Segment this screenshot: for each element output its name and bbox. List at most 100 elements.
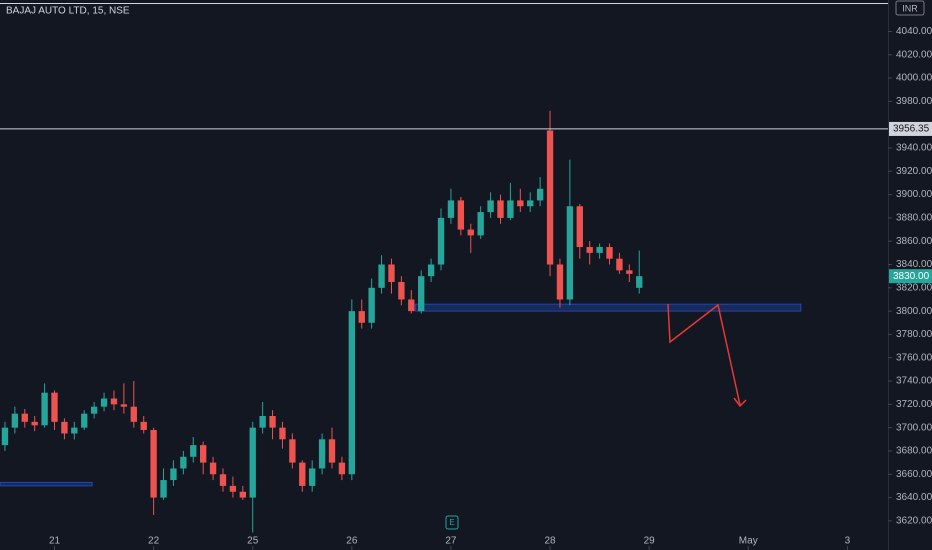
candle-body bbox=[368, 287, 375, 323]
y-tick-label: 3700.00 bbox=[896, 422, 932, 433]
candle-body bbox=[517, 200, 524, 207]
y-tick-label: 3980.00 bbox=[896, 96, 932, 107]
candle-body bbox=[229, 485, 237, 492]
x-tick-label: May bbox=[739, 536, 758, 547]
candle-body bbox=[100, 398, 108, 407]
candle-body bbox=[576, 206, 583, 248]
candle-body bbox=[536, 188, 544, 201]
candle-body bbox=[348, 311, 356, 475]
candle-body bbox=[388, 264, 395, 282]
y-tick-label: 3620.00 bbox=[896, 516, 932, 527]
candle-body bbox=[31, 421, 38, 426]
candle-body bbox=[239, 491, 246, 498]
y-tick-label: 4040.00 bbox=[896, 26, 932, 37]
last-price-label: 3830.00 bbox=[893, 271, 930, 282]
candle-body bbox=[120, 404, 128, 407]
candle-body bbox=[527, 200, 534, 207]
hline-price-label: 3956.35 bbox=[893, 124, 930, 135]
candle-body bbox=[378, 264, 385, 288]
chart-title: BAJAJ AUTO LTD, 15, NSE bbox=[6, 6, 130, 17]
x-tick-label: 25 bbox=[247, 536, 259, 547]
candle-body bbox=[11, 413, 19, 428]
candle-body bbox=[626, 270, 633, 274]
candle-body bbox=[190, 445, 197, 457]
candle-body bbox=[457, 200, 465, 230]
candle-body bbox=[338, 462, 346, 475]
earnings-icon[interactable] bbox=[445, 515, 459, 530]
candle-body bbox=[140, 421, 147, 430]
currency-badge[interactable] bbox=[895, 0, 925, 16]
candle-body bbox=[150, 429, 157, 498]
candle-body bbox=[556, 264, 564, 300]
candle-body bbox=[180, 456, 187, 469]
candle-body bbox=[546, 130, 554, 265]
y-tick-label: 3820.00 bbox=[896, 282, 932, 293]
y-tick-label: 3780.00 bbox=[896, 329, 932, 340]
candle-body bbox=[81, 413, 88, 428]
y-tick-label: 4000.00 bbox=[896, 73, 932, 84]
candle-body bbox=[467, 229, 474, 236]
x-tick-label: 29 bbox=[644, 536, 656, 547]
y-tick-label: 3740.00 bbox=[896, 376, 932, 387]
candle-body bbox=[606, 247, 613, 259]
y-tick-label: 3720.00 bbox=[896, 399, 932, 410]
support-zone bbox=[414, 303, 802, 312]
y-tick-label: 3660.00 bbox=[896, 469, 932, 480]
y-tick-label: 3680.00 bbox=[896, 446, 932, 457]
candle-body bbox=[90, 406, 98, 414]
candle-body bbox=[596, 247, 603, 253]
y-tick-label: 3760.00 bbox=[896, 352, 932, 363]
candle-body bbox=[61, 421, 68, 434]
drawn-arrow bbox=[667, 303, 741, 406]
candle-body bbox=[616, 258, 623, 271]
candle-body bbox=[507, 200, 514, 218]
y-tick-label: 3840.00 bbox=[896, 259, 932, 270]
candle-body bbox=[21, 413, 28, 422]
candle-body bbox=[209, 462, 217, 475]
x-tick-label: 26 bbox=[346, 536, 358, 547]
hline-price-box bbox=[889, 121, 932, 136]
y-tick-label: 3880.00 bbox=[896, 213, 932, 224]
candle-body bbox=[398, 281, 405, 300]
candle-body bbox=[497, 200, 504, 218]
candle-body bbox=[199, 445, 207, 463]
x-tick-label: 21 bbox=[49, 536, 61, 547]
candle-body bbox=[487, 200, 494, 213]
y-tick-label: 3860.00 bbox=[896, 236, 932, 247]
candle-body bbox=[328, 439, 336, 463]
earnings-icon-letter: E bbox=[449, 518, 454, 527]
candle-body bbox=[447, 200, 455, 218]
support-zone bbox=[0, 481, 93, 487]
candle-body bbox=[408, 299, 415, 312]
x-tick-label: 28 bbox=[544, 536, 556, 547]
x-tick-label: 27 bbox=[445, 536, 457, 547]
candle-body bbox=[318, 439, 326, 469]
candle-body bbox=[418, 276, 425, 312]
candle-body bbox=[259, 415, 266, 428]
candle-body bbox=[437, 217, 445, 265]
candle-body bbox=[586, 247, 593, 253]
candle-body bbox=[41, 392, 48, 426]
candle-body bbox=[71, 427, 78, 434]
candle-body bbox=[427, 264, 435, 277]
y-tick-label: 3940.00 bbox=[896, 143, 932, 154]
candle-body bbox=[51, 392, 58, 422]
y-tick-label: 3800.00 bbox=[896, 306, 932, 317]
candle-body bbox=[269, 415, 276, 428]
candle-body bbox=[566, 206, 574, 300]
x-tick-label: 3 bbox=[845, 536, 851, 547]
candle-body bbox=[477, 212, 484, 236]
y-tick-label: 3640.00 bbox=[896, 492, 932, 503]
candle-body bbox=[358, 311, 365, 323]
candle-body bbox=[160, 480, 167, 498]
x-tick-label: 22 bbox=[148, 536, 160, 547]
y-tick-label: 4020.00 bbox=[896, 49, 932, 60]
y-tick-label: 3920.00 bbox=[896, 166, 932, 177]
candle-body bbox=[219, 474, 227, 486]
candle-body bbox=[289, 439, 296, 463]
candle-body bbox=[299, 462, 306, 486]
y-tick-label: 3900.00 bbox=[896, 189, 932, 200]
candle-body bbox=[1, 427, 9, 446]
